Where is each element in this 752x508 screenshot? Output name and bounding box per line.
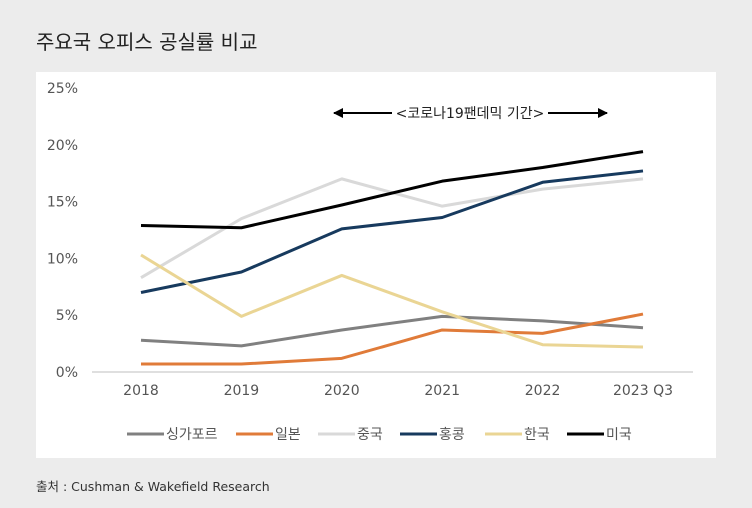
x-tick-label: 2023 Q3	[613, 383, 673, 399]
annotation-label: <코로나19팬데믹 기간>	[396, 106, 545, 122]
chart-title: 주요국 오피스 공실률 비교	[36, 30, 258, 54]
x-tick-label: 2021	[424, 383, 460, 399]
y-tick-label: 20%	[47, 138, 78, 154]
y-tick-label: 25%	[47, 81, 78, 97]
x-tick-label: 2020	[324, 383, 360, 399]
legend-label: 미국	[606, 427, 632, 443]
legend-label: 싱가포르	[166, 427, 218, 443]
source-note: 출처 : Cushman & Wakefield Research	[36, 479, 270, 494]
legend-label: 홍콩	[439, 427, 465, 443]
y-tick-label: 10%	[47, 251, 78, 267]
legend-label: 중국	[357, 427, 383, 443]
x-tick-label: 2019	[224, 383, 260, 399]
y-tick-label: 0%	[56, 365, 78, 381]
series-line-한국	[140, 253, 644, 349]
legend-label: 일본	[275, 427, 301, 443]
chart-panel	[36, 72, 716, 458]
x-tick-label: 2022	[525, 383, 561, 399]
y-tick-label: 5%	[56, 308, 78, 324]
series-line-홍콩	[140, 169, 644, 294]
x-tick-label: 2018	[123, 383, 159, 399]
y-tick-label: 15%	[47, 195, 78, 211]
series-line-싱가포르	[140, 314, 644, 348]
legend-label: 한국	[524, 427, 550, 443]
series-line-미국	[140, 150, 644, 230]
series-line-일본	[141, 312, 644, 366]
